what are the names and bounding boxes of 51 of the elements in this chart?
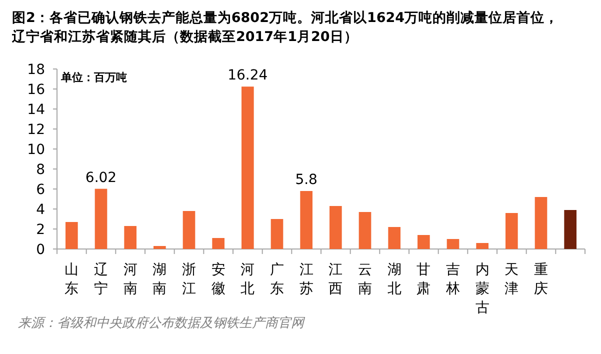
x-tick-label: 湖南 (152, 262, 167, 297)
y-tick-label: 12 (27, 122, 45, 138)
bar (212, 238, 224, 249)
bar (418, 235, 430, 249)
x-tick-label: 广东 (270, 262, 284, 297)
bar (358, 212, 372, 249)
y-tick-label: 4 (36, 202, 46, 218)
y-tick-label: 16 (27, 82, 46, 98)
x-tick-label: 辽宁 (94, 262, 108, 297)
x-tick-label: 甘肃 (416, 262, 431, 297)
x-tick-label: 江苏 (299, 262, 314, 297)
x-tick-label: 云南 (358, 262, 372, 297)
x-tick-label: 安徽 (211, 262, 226, 297)
bar (154, 246, 166, 249)
data-label: 5.8 (295, 172, 318, 188)
bar (446, 239, 460, 249)
bar (242, 86, 254, 249)
x-tick-label: 重庆 (534, 262, 548, 297)
bar (124, 226, 136, 249)
x-tick-label: 天津 (504, 262, 519, 297)
bar (182, 211, 196, 249)
bar (330, 206, 342, 249)
bar (564, 210, 576, 249)
x-tick-label: 浙江 (182, 262, 196, 297)
y-tick-label: 10 (27, 142, 45, 158)
bar (66, 222, 78, 249)
bar (300, 191, 312, 249)
y-axis-title: 单位：百万吨 (60, 71, 127, 84)
bar (476, 243, 488, 249)
x-tick-label: 内蒙古 (475, 262, 490, 316)
x-tick-label: 山东 (64, 262, 79, 297)
bar (94, 188, 108, 249)
bar (270, 219, 284, 249)
data-label: 6.02 (85, 170, 117, 186)
y-tick-label: 6 (36, 182, 46, 198)
y-tick-label: 14 (27, 102, 46, 118)
bar (388, 227, 400, 249)
bar (534, 197, 548, 249)
x-tick-label: 吉林 (445, 262, 460, 297)
x-tick-label: 河南 (123, 262, 138, 297)
y-tick-label: 2 (36, 222, 45, 238)
chart-title: 图2：各省已确认钢铁去产能总量为6802万吨。河北省以1624万吨的削减量位居首位，辽宁省和江苏省紧随其后（数据截至2017年1月20日） (11, 9, 559, 45)
bar (506, 213, 518, 249)
y-tick-label: 8 (36, 162, 45, 178)
x-tick-label: 湖北 (387, 262, 402, 297)
y-tick-label: 0 (36, 242, 45, 258)
data-label: 16.24 (228, 68, 268, 84)
source-note: 来源：省级和中央政府公布数据及钢铁生产商官网 (18, 315, 306, 331)
y-tick-label: 18 (27, 62, 45, 78)
x-tick-label: 江西 (328, 262, 343, 297)
x-tick-label: 河北 (240, 262, 255, 297)
